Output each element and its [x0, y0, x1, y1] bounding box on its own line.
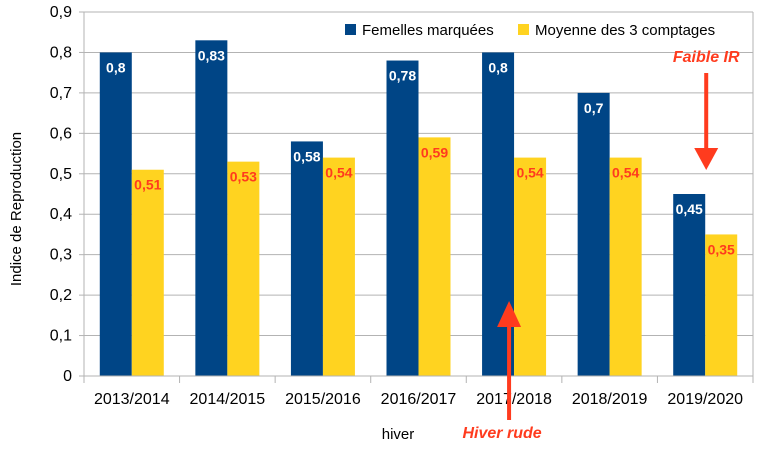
- x-tick-label: 2016/2017: [381, 391, 457, 408]
- bar-moyenne: [514, 157, 547, 376]
- x-tick-label: 2015/2016: [285, 391, 361, 408]
- data-label: 0,78: [389, 68, 416, 84]
- bar-femelles: [195, 40, 228, 377]
- x-tick-label: 2019/2020: [667, 391, 743, 408]
- arrow-up-icon: [497, 301, 522, 327]
- annotation-text: Faible IR: [673, 49, 740, 66]
- y-tick-label: 0,2: [50, 287, 72, 304]
- bar-moyenne: [609, 157, 642, 376]
- data-label: 0,54: [612, 165, 639, 181]
- y-tick-label: 0,9: [50, 4, 72, 21]
- data-label: 0,58: [293, 148, 320, 164]
- y-tick-label: 0,8: [50, 44, 72, 61]
- bar-moyenne: [227, 161, 260, 376]
- legend-swatch: [345, 24, 356, 35]
- legend-label: Femelles marquées: [362, 22, 494, 39]
- arrow-down-icon: [694, 148, 719, 170]
- x-tick-label: 2014/2015: [190, 391, 266, 408]
- data-label: 0,83: [198, 47, 225, 63]
- data-label: 0,8: [106, 59, 126, 75]
- legend-label: Moyenne des 3 comptages: [535, 22, 715, 39]
- bar-femelles: [673, 194, 706, 376]
- bar-femelles: [386, 60, 419, 377]
- data-label: 0,54: [325, 165, 352, 181]
- bar-moyenne: [131, 169, 164, 376]
- annotation-text: Hiver rude: [463, 425, 542, 442]
- data-label: 0,53: [230, 169, 257, 185]
- y-tick-label: 0,5: [50, 166, 72, 183]
- y-tick-label: 0,7: [50, 85, 72, 102]
- data-label: 0,8: [488, 59, 508, 75]
- data-label: 0,45: [676, 201, 703, 217]
- bar-femelles: [99, 52, 132, 376]
- y-axis-title: Indice de Reproduction: [8, 132, 25, 286]
- x-tick-label: 2017/2018: [476, 391, 552, 408]
- y-tick-label: 0,6: [50, 125, 72, 142]
- y-tick-label: 0,4: [50, 206, 72, 223]
- y-tick-label: 0,1: [50, 328, 72, 345]
- data-label: 0,7: [584, 100, 604, 116]
- data-label: 0,35: [708, 241, 735, 257]
- x-tick-label: 2018/2019: [572, 391, 648, 408]
- data-label: 0,51: [134, 177, 161, 193]
- bar-femelles: [577, 92, 610, 376]
- bar-moyenne: [418, 137, 451, 376]
- y-tick-label: 0: [63, 368, 72, 385]
- x-axis-title: hiver: [382, 426, 415, 443]
- legend-swatch: [518, 24, 529, 35]
- bar-moyenne: [705, 234, 738, 376]
- bar-femelles: [290, 141, 323, 376]
- data-label: 0,54: [516, 165, 543, 181]
- data-label: 0,59: [421, 144, 448, 160]
- y-tick-label: 0,3: [50, 247, 72, 264]
- bar-moyenne: [322, 157, 355, 376]
- x-tick-label: 2013/2014: [94, 391, 170, 408]
